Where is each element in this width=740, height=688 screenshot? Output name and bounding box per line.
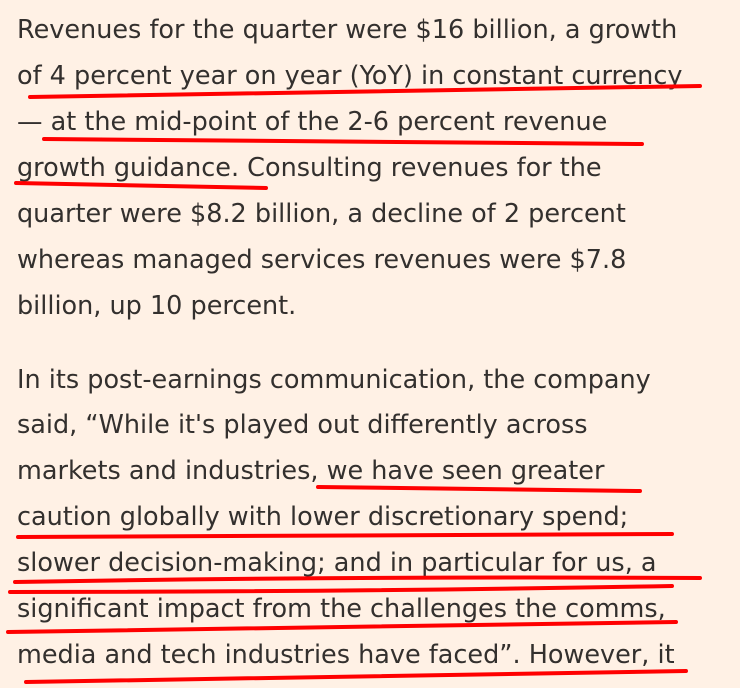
text-line: — at the mid-point of the 2-6 percent re… [17, 107, 608, 137]
text-line: significant impact from the challenges t… [17, 594, 666, 624]
text-line: growth guidance. Consulting revenues for… [17, 153, 602, 183]
text-line: said, “While it's played out differently… [17, 410, 588, 440]
text-line: media and tech industries have faced”. H… [17, 640, 675, 670]
text-line: quarter were $8.2 billion, a decline of … [17, 199, 626, 229]
text-line: Revenues for the quarter were $16 billio… [17, 15, 678, 45]
text-line: whereas managed services revenues were $… [17, 245, 627, 275]
text-line: of 4 percent year on year (YoY) in const… [17, 61, 683, 91]
text-line: slower decision-making; and in particula… [17, 548, 657, 578]
text-line: In its post-earnings communication, the … [17, 365, 651, 395]
text-line: markets and industries, we have seen gre… [17, 456, 605, 486]
text-line: billion, up 10 percent. [17, 291, 297, 321]
text-line: caution globally with lower discretionar… [17, 502, 629, 532]
